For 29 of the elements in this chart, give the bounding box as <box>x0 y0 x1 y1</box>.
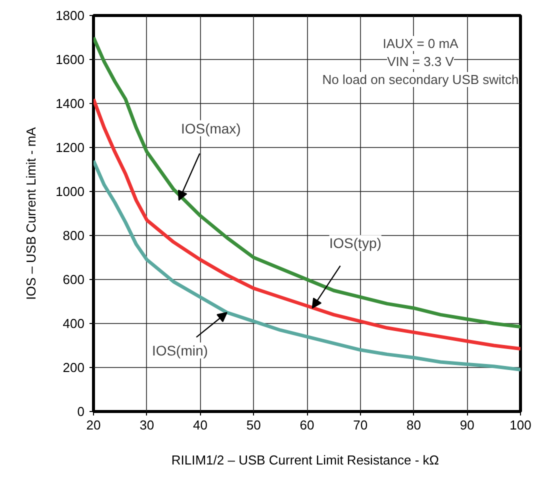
line-series <box>94 158 520 372</box>
y-tick-label: 800 <box>62 228 85 243</box>
y-tick-label: 1400 <box>56 96 84 111</box>
annotation: IOS(max) <box>180 120 241 136</box>
y-tick-label: 600 <box>62 272 85 287</box>
annotation: IAUX = 0 mA <box>382 36 459 51</box>
annotation: VIN = 3.3 V <box>387 54 454 69</box>
y-tick-label: 0 <box>77 404 85 419</box>
annotation: IOS(typ) <box>329 235 382 252</box>
x-tick-label: 50 <box>246 418 261 432</box>
x-tick-label: 70 <box>353 418 368 432</box>
y-tick-label: 200 <box>62 360 85 375</box>
y-tick-label: 1600 <box>56 52 84 67</box>
annotation: No load on secondary USB switch <box>322 72 519 87</box>
x-tick-label: 20 <box>86 418 101 432</box>
x-axis-title: RILIM1/2 – USB Current Limit Resistance - kΩ <box>171 452 440 468</box>
line-series <box>94 36 520 329</box>
x-tick-label: 30 <box>140 418 154 432</box>
x-tick-label: 80 <box>406 418 421 432</box>
x-tick-label: 90 <box>460 418 474 432</box>
x-tick-label: 60 <box>300 418 314 432</box>
y-tick-label: 1200 <box>56 140 84 155</box>
x-tick-label: 40 <box>193 418 208 432</box>
annotation: IOS(min) <box>152 342 208 358</box>
y-tick-label: 1800 <box>56 8 84 23</box>
y-tick-label: 400 <box>62 316 85 331</box>
x-tick-label: 100 <box>510 418 532 432</box>
y-tick-label: 1000 <box>56 184 84 199</box>
y-axis-title: IOS – USB Current Limit - mA <box>24 126 39 300</box>
